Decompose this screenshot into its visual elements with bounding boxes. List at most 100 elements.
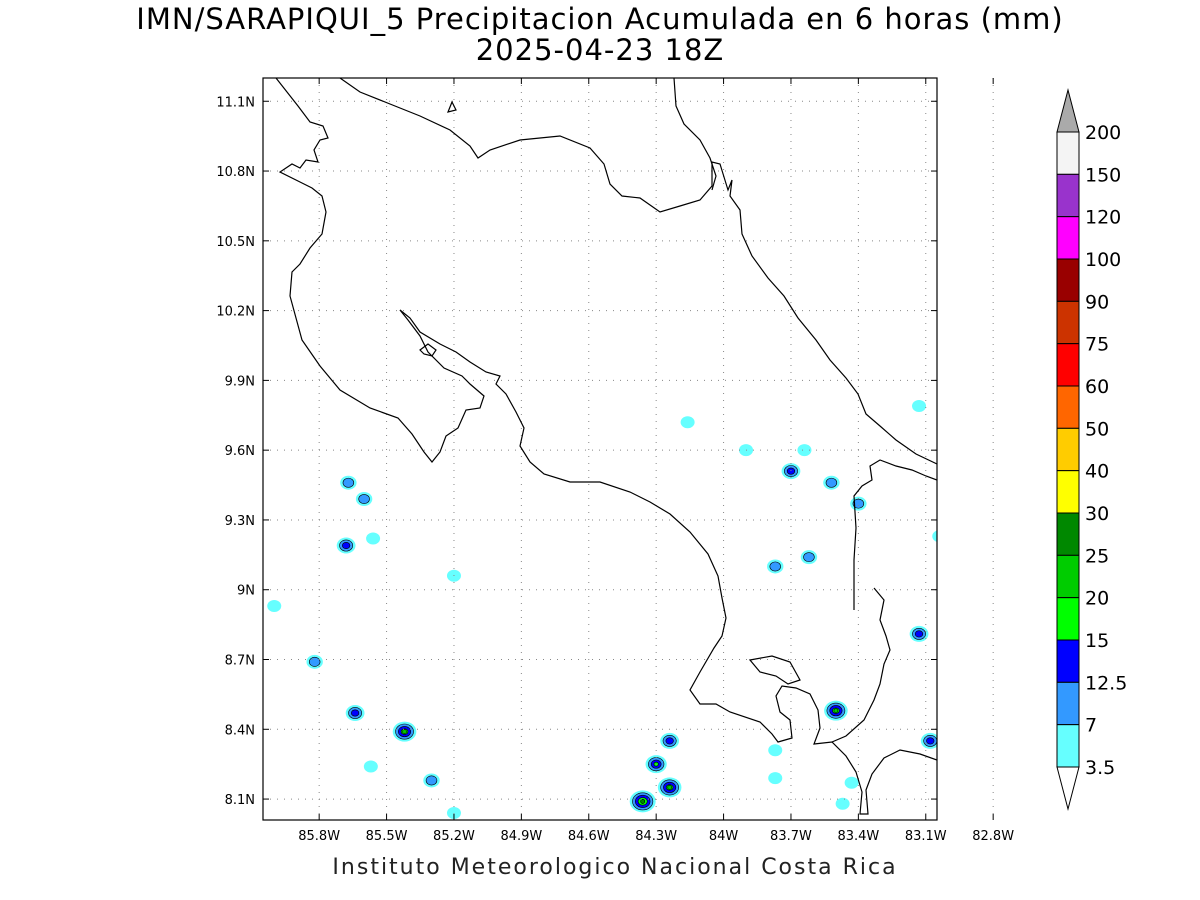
lat-tick-label: 9.6N [225, 444, 255, 459]
precip-cell [1030, 634, 1046, 648]
map-title: IMN/SARAPIQUI_5 Precipitacion Acumulada … [136, 2, 1064, 36]
precipitation-layer [267, 98, 1046, 820]
legend-swatch [1056, 724, 1080, 768]
precip-cell [952, 435, 966, 447]
precip-contour-3_5 [997, 98, 1011, 110]
precip-contour-3_5 [844, 776, 859, 789]
legend-swatch [1056, 470, 1080, 514]
panama-border [853, 459, 937, 610]
precip-contour-7 [959, 562, 970, 571]
precip-cell [660, 732, 680, 749]
precip-cell [835, 797, 850, 810]
legend-label: 90 [1085, 291, 1109, 313]
precip-contour-3_5 [912, 399, 927, 412]
precip-contour-7 [825, 477, 838, 488]
precip-contour-12_5 [926, 737, 935, 745]
footer-credit: Instituto Meteorologico Nacional Costa R… [332, 855, 898, 880]
legend-swatch [1056, 216, 1080, 260]
precip-cell [363, 760, 378, 773]
precip-cell [657, 777, 682, 798]
lat-tick-label: 8.7N [225, 654, 255, 669]
precip-cell [336, 537, 356, 554]
precip-cell [767, 559, 784, 574]
precip-cell [340, 475, 357, 490]
precip-cell [932, 530, 937, 542]
precip-cell [768, 744, 783, 757]
coastline [275, 78, 937, 815]
legend-swatch [1056, 427, 1080, 472]
precip-contour-12_5 [786, 467, 796, 475]
lat-tick-label: 10.2N [216, 305, 255, 320]
legend-swatch [1056, 258, 1080, 302]
precip-contour-12_5 [665, 737, 674, 745]
precip-contour-7 [803, 552, 815, 563]
legend-label: 75 [1085, 334, 1109, 356]
precip-cell [680, 416, 695, 429]
precip-contour-20 [402, 729, 407, 734]
precip-contour-7 [358, 494, 370, 504]
precip-contour-3_5 [680, 416, 695, 429]
legend-swatch [1056, 597, 1080, 641]
lat-tick-label: 10.8N [216, 165, 255, 180]
precip-cell [423, 773, 440, 788]
grid-lines [263, 78, 994, 820]
lat-tick-label: 8.4N [225, 723, 255, 738]
precip-cell [392, 721, 417, 742]
legend-swatch [1056, 385, 1080, 429]
legend-label: 40 [1085, 461, 1109, 483]
gulf-of-nicoya-coast [399, 309, 937, 815]
lon-tick-label: 84.3W [635, 829, 677, 844]
precip-contour-3_5 [1030, 634, 1046, 648]
legend-swatch [1056, 681, 1080, 726]
precip-contour-25 [640, 799, 645, 804]
precip-cell [824, 700, 848, 721]
precip-contour-12_5 [914, 630, 924, 638]
precip-contour-20 [833, 708, 839, 713]
lat-tick-label: 9N [237, 584, 255, 599]
legend-swatch [1056, 173, 1080, 218]
precip-contour-7 [769, 561, 781, 572]
osa-peninsula [748, 655, 801, 685]
precip-contour-3_5 [768, 772, 783, 785]
lat-tick-label: 11.1N [216, 95, 255, 110]
lon-tick-label: 84.6W [568, 829, 610, 844]
legend-swatch [1056, 554, 1080, 599]
precip-contour-7 [342, 477, 355, 488]
lon-tick-label: 85.2W [433, 829, 475, 844]
lat-tick-label: 10.5N [216, 235, 255, 250]
precip-cell [823, 475, 840, 490]
precip-contour-3_5 [932, 530, 937, 542]
precip-cell [920, 732, 937, 749]
legend-label: 50 [1085, 418, 1109, 440]
precip-contour-3_5 [956, 559, 972, 573]
precip-contour-7 [425, 775, 438, 786]
legend-under-arrow [1056, 766, 1080, 811]
precip-contour-3_5 [267, 600, 282, 613]
precip-cell [629, 790, 656, 813]
precip-cell [912, 399, 927, 412]
precip-cell [956, 559, 972, 573]
legend-label: 25 [1085, 545, 1109, 567]
nicaragua-lake-shore [275, 78, 485, 463]
legend-over-arrow [1056, 88, 1080, 133]
precip-cell [797, 444, 812, 457]
precip-cell [781, 463, 801, 480]
legend-label: 7 [1085, 715, 1097, 737]
precip-cell [909, 625, 929, 642]
precip-contour-7 [852, 498, 865, 509]
precip-cell [355, 492, 373, 507]
legend-swatch [1056, 300, 1080, 345]
precip-contour-3_5 [952, 435, 966, 447]
legend-label: 12.5 [1085, 672, 1127, 694]
legend-swatch [1056, 512, 1080, 556]
lon-tick-label: 85.8W [298, 829, 340, 844]
lat-tick-label: 9.3N [225, 514, 255, 529]
lon-tick-label: 82.8W [972, 829, 1014, 844]
legend-label: 15 [1085, 630, 1109, 652]
precip-cell [345, 705, 365, 722]
precip-cell [768, 772, 783, 785]
precip-contour-12_5 [342, 542, 351, 550]
legend-label: 3.5 [1085, 757, 1115, 779]
precip-contour-7 [308, 656, 321, 667]
precip-contour-3_5 [835, 797, 850, 810]
